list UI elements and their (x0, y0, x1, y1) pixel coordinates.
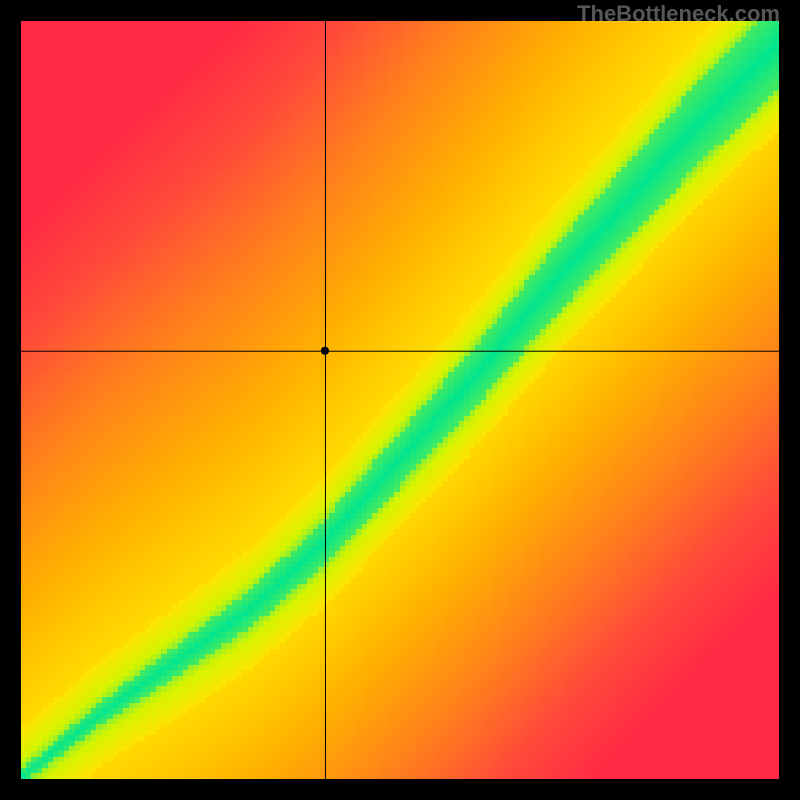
chart-container: TheBottleneck.com (0, 0, 800, 800)
bottleneck-heatmap (21, 21, 779, 779)
watermark-label: TheBottleneck.com (577, 1, 780, 27)
